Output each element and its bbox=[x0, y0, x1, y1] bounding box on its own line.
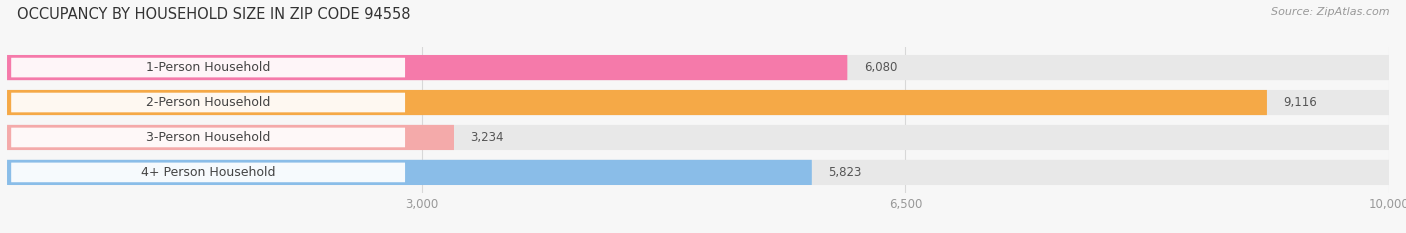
Text: 6,080: 6,080 bbox=[863, 61, 897, 74]
FancyBboxPatch shape bbox=[11, 163, 405, 182]
Text: 1-Person Household: 1-Person Household bbox=[146, 61, 270, 74]
FancyBboxPatch shape bbox=[11, 58, 405, 77]
Text: 5,823: 5,823 bbox=[828, 166, 862, 179]
FancyBboxPatch shape bbox=[7, 55, 848, 80]
FancyBboxPatch shape bbox=[7, 125, 1389, 150]
Text: Source: ZipAtlas.com: Source: ZipAtlas.com bbox=[1271, 7, 1389, 17]
FancyBboxPatch shape bbox=[7, 125, 454, 150]
Text: 4+ Person Household: 4+ Person Household bbox=[141, 166, 276, 179]
Text: 9,116: 9,116 bbox=[1284, 96, 1317, 109]
FancyBboxPatch shape bbox=[7, 160, 811, 185]
Text: 2-Person Household: 2-Person Household bbox=[146, 96, 270, 109]
FancyBboxPatch shape bbox=[7, 90, 1389, 115]
FancyBboxPatch shape bbox=[7, 90, 1267, 115]
Text: 3-Person Household: 3-Person Household bbox=[146, 131, 270, 144]
FancyBboxPatch shape bbox=[11, 128, 405, 147]
Text: OCCUPANCY BY HOUSEHOLD SIZE IN ZIP CODE 94558: OCCUPANCY BY HOUSEHOLD SIZE IN ZIP CODE … bbox=[17, 7, 411, 22]
FancyBboxPatch shape bbox=[11, 93, 405, 112]
Text: 3,234: 3,234 bbox=[471, 131, 505, 144]
FancyBboxPatch shape bbox=[7, 55, 1389, 80]
FancyBboxPatch shape bbox=[7, 160, 1389, 185]
